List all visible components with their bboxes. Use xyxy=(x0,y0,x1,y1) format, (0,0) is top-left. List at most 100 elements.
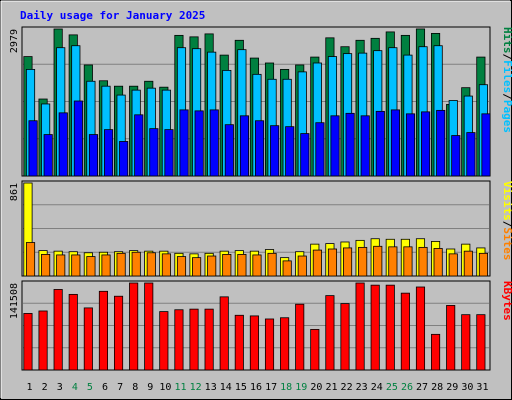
bar-kbytes xyxy=(415,286,426,371)
bar-kbytes xyxy=(249,315,259,371)
bar-kbytes xyxy=(340,303,350,371)
bar-kbytes xyxy=(129,282,139,371)
bar-sites xyxy=(478,252,488,277)
x-tick-label: 21 xyxy=(325,382,337,393)
bar-pages xyxy=(58,112,68,177)
x-tick-label: 5 xyxy=(87,382,93,393)
bar-kbytes xyxy=(264,318,275,371)
x-tick-label: 13 xyxy=(205,382,217,393)
bar-sites xyxy=(161,253,171,277)
bar-sites xyxy=(71,254,81,277)
bar-sites xyxy=(463,250,473,277)
bar-pages xyxy=(134,114,144,177)
x-tick-label: 1 xyxy=(27,382,33,393)
bar-pages xyxy=(88,134,99,177)
bar-sites xyxy=(388,246,398,277)
bar-kbytes xyxy=(83,307,93,371)
bar-sites xyxy=(237,253,247,277)
bar-pages xyxy=(315,122,325,177)
bar-kbytes xyxy=(400,292,410,371)
x-tick-label: 6 xyxy=(102,382,108,393)
bar-pages xyxy=(270,125,280,177)
bar-kbytes xyxy=(174,309,184,371)
bar-pages xyxy=(436,109,446,177)
bar-kbytes xyxy=(219,296,229,371)
bar-pages xyxy=(254,120,265,177)
bar-pages xyxy=(43,134,53,177)
x-tick-label: 26 xyxy=(401,382,413,393)
bar-pages xyxy=(466,132,476,177)
x-tick-label: 31 xyxy=(476,382,488,393)
bar-kbytes xyxy=(38,310,48,371)
legend-panel-1: Hits/Files/Pages xyxy=(501,27,512,133)
x-tick-label: 16 xyxy=(250,382,262,393)
bar-kbytes xyxy=(189,308,199,371)
bar-kbytes xyxy=(295,303,305,371)
bar-kbytes xyxy=(234,314,244,371)
bar-pages xyxy=(451,135,461,177)
bar-pages xyxy=(285,126,295,177)
bar-sites xyxy=(297,255,307,277)
bar-kbytes xyxy=(280,317,290,371)
bar-kbytes xyxy=(370,284,380,371)
x-tick-label: 28 xyxy=(431,382,443,393)
x-tick-label: 15 xyxy=(235,382,247,393)
bar-kbytes xyxy=(113,295,124,371)
bar-kbytes xyxy=(431,333,441,371)
bar-kbytes xyxy=(98,290,108,371)
bar-pages xyxy=(360,115,370,177)
bar-pages xyxy=(28,120,38,177)
bar-kbytes xyxy=(144,282,154,371)
legend-entry: / xyxy=(501,93,512,100)
legend-panel-2: Visits/Sites xyxy=(501,181,512,261)
bar-pages xyxy=(330,115,340,177)
legend-entry: Pages xyxy=(501,100,512,133)
x-tick-label: 30 xyxy=(461,382,473,393)
chart-title: Daily usage for January 2025 xyxy=(20,9,205,22)
x-tick-label: 9 xyxy=(147,382,153,393)
bar-sites xyxy=(222,253,232,277)
bar-kbytes xyxy=(159,311,169,371)
bar-pages xyxy=(104,129,114,177)
x-tick-label: 7 xyxy=(117,382,123,393)
bar-sites xyxy=(282,260,292,277)
bar-pages xyxy=(405,113,416,177)
x-tick-label: 19 xyxy=(295,382,307,393)
y-max-label: 2979 xyxy=(9,29,20,53)
bar-sites xyxy=(343,247,353,277)
bar-sites xyxy=(131,251,141,277)
bar-sites xyxy=(146,252,156,277)
x-tick-label: 17 xyxy=(265,382,277,393)
legend-entry: / xyxy=(501,221,512,228)
x-tick-label: 2 xyxy=(42,382,48,393)
bar-sites xyxy=(373,245,383,277)
x-tick-label: 12 xyxy=(190,382,202,393)
x-tick-label: 11 xyxy=(174,382,186,393)
bar-kbytes xyxy=(446,305,456,371)
bar-pages xyxy=(149,128,159,177)
x-tick-label: 22 xyxy=(341,382,353,393)
bar-kbytes xyxy=(325,295,335,371)
bar-kbytes xyxy=(355,282,365,371)
bar-pages xyxy=(119,141,129,177)
x-tick-label: 14 xyxy=(220,382,232,393)
bar-kbytes xyxy=(476,314,486,371)
bar-sites xyxy=(56,254,66,277)
bar-pages xyxy=(179,109,189,177)
bar-kbytes xyxy=(385,284,395,371)
bar-sites xyxy=(418,246,428,277)
bar-sites xyxy=(116,252,126,277)
bar-kbytes xyxy=(68,293,78,371)
legend-entry: Sites xyxy=(501,227,512,260)
bar-pages xyxy=(375,110,385,177)
x-tick-label: 4 xyxy=(72,382,78,393)
legend-entry: KBytes xyxy=(501,281,512,321)
bar-pages xyxy=(239,115,250,177)
bar-kbytes xyxy=(310,329,320,371)
bar-pages xyxy=(209,109,219,177)
bar-sites xyxy=(86,256,96,277)
x-tick-label: 24 xyxy=(371,382,383,393)
bar-sites xyxy=(267,252,277,277)
x-tick-label: 10 xyxy=(159,382,171,393)
